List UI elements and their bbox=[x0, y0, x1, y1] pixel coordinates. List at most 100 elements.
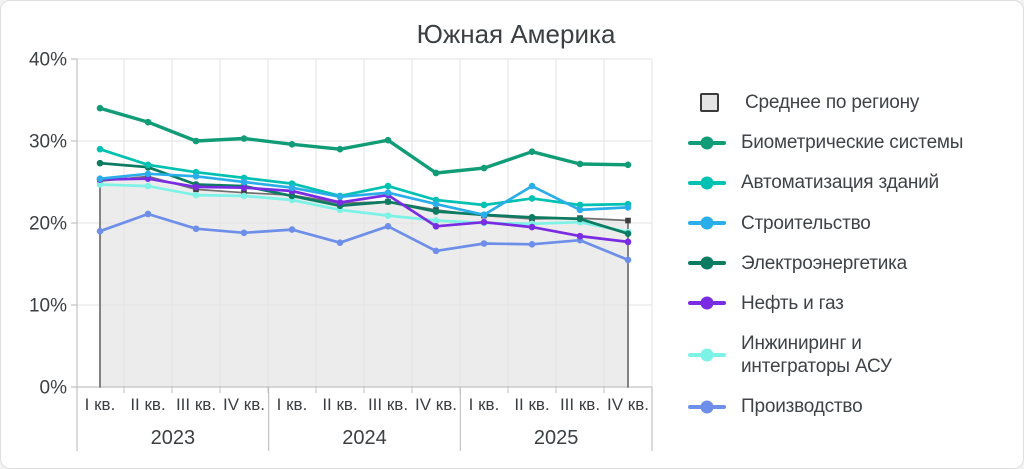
legend-swatch-dot-icon bbox=[700, 348, 714, 362]
legend-swatch-dot-icon bbox=[700, 216, 714, 230]
legend-item-biometric-systems[interactable]: Биометрические системы bbox=[688, 131, 1018, 154]
series-line-biometric-systems bbox=[98, 106, 630, 175]
year-label: 2025 bbox=[534, 427, 579, 449]
legend-swatch-dot-icon bbox=[700, 296, 714, 310]
legend-swatch-dot-icon bbox=[700, 256, 714, 270]
axis-labels: 0% 10% 20% 30% 40% I кв. II кв. III кв. IV кв. I … bbox=[29, 50, 649, 450]
legend-swatch-square-icon bbox=[700, 93, 719, 113]
y-tick-label: 40% bbox=[29, 50, 67, 71]
marker-biometric-systems bbox=[288, 140, 296, 148]
series-biometric-systems bbox=[96, 104, 632, 177]
legend-item-engineering-asu[interactable]: Инжиниринг и интеграторы АСУ bbox=[688, 332, 1018, 378]
marker-biometric-systems bbox=[576, 160, 584, 168]
marker-construction bbox=[480, 211, 488, 219]
marker-manufacturing bbox=[96, 227, 104, 235]
legend-label: Биометрические системы bbox=[741, 132, 964, 154]
marker-oil-gas bbox=[480, 218, 488, 226]
marker-manufacturing bbox=[480, 240, 488, 247]
legend-item-srednee[interactable]: Среднее по региону bbox=[688, 91, 1018, 114]
legend-swatch-line-icon bbox=[688, 136, 726, 150]
marker-oil-gas bbox=[624, 238, 632, 246]
marker-oil-gas bbox=[576, 232, 584, 240]
marker-construction bbox=[288, 184, 296, 192]
legend-swatch-line-icon bbox=[688, 400, 726, 414]
marker-building-automation bbox=[384, 182, 392, 190]
x-tick-label: III кв. bbox=[368, 395, 408, 414]
marker-building-automation bbox=[96, 145, 104, 153]
x-tick-label: IV кв. bbox=[607, 395, 649, 414]
legend-item-manufacturing[interactable]: Производство bbox=[688, 395, 1018, 418]
legend-item-construction[interactable]: Строительство bbox=[688, 212, 1018, 235]
x-tick-label: IV кв. bbox=[223, 395, 265, 414]
marker-construction bbox=[624, 204, 632, 211]
marker-construction bbox=[240, 178, 248, 186]
marker-construction bbox=[96, 175, 104, 183]
chart-legend: Среднее по региону Биометрические системы… bbox=[688, 91, 1018, 419]
marker-oil-gas bbox=[432, 222, 440, 230]
legend-label: Электроэнергетика bbox=[741, 252, 908, 274]
marker-construction bbox=[336, 193, 344, 201]
marker-biometric-systems bbox=[240, 135, 248, 142]
legend-label: Среднее по региону bbox=[745, 92, 920, 113]
marker-biometric-systems bbox=[432, 169, 440, 177]
marker-power-industry bbox=[624, 230, 632, 237]
marker-manufacturing bbox=[432, 247, 440, 255]
x-tick-label: II кв. bbox=[322, 395, 357, 414]
line-chart-svg: 0% 10% 20% 30% 40% I кв. II кв. III кв. IV кв. I … bbox=[29, 19, 653, 451]
marker-construction bbox=[528, 182, 536, 190]
year-label: 2024 bbox=[342, 427, 387, 449]
marker-biometric-systems bbox=[384, 136, 392, 144]
y-tick-label: 30% bbox=[29, 132, 67, 153]
series-line-engineering-asu bbox=[98, 183, 630, 234]
legend-item-building-automation[interactable]: Автоматизация зданий bbox=[688, 171, 1018, 194]
y-tick-label: 0% bbox=[40, 378, 68, 399]
series-construction bbox=[96, 170, 632, 219]
marker-engineering-asu bbox=[240, 192, 248, 200]
legend-swatch-dot-icon bbox=[700, 136, 714, 150]
marker-oil-gas bbox=[240, 184, 248, 192]
year-label: 2023 bbox=[151, 427, 196, 449]
x-tick-label: I кв. bbox=[277, 395, 308, 414]
legend-item-oil-gas[interactable]: Нефть и газ bbox=[688, 292, 1018, 315]
legend-swatch-line-icon bbox=[688, 256, 726, 270]
marker-oil-gas bbox=[336, 199, 344, 206]
marker-biometric-systems bbox=[528, 148, 536, 155]
marker-manufacturing bbox=[624, 256, 632, 264]
marker-biometric-systems bbox=[144, 118, 152, 126]
marker-manufacturing bbox=[144, 210, 152, 218]
series-line-oil-gas bbox=[98, 177, 630, 244]
marker-construction bbox=[192, 172, 200, 180]
marker-building-automation bbox=[480, 201, 488, 209]
legend-swatch-line-icon bbox=[688, 176, 726, 190]
marker-biometric-systems bbox=[336, 145, 344, 153]
legend-label: Инжиниринг и интеграторы АСУ bbox=[741, 333, 892, 378]
marker-oil-gas bbox=[528, 223, 536, 231]
marker-manufacturing bbox=[384, 222, 392, 230]
series-line-manufacturing bbox=[98, 212, 630, 262]
x-tick-label: II кв. bbox=[130, 395, 165, 414]
legend-label: Производство bbox=[741, 396, 863, 418]
x-tick-label: III кв. bbox=[176, 395, 216, 414]
marker-construction bbox=[384, 189, 392, 196]
marker-biometric-systems bbox=[96, 104, 104, 112]
marker-oil-gas bbox=[144, 175, 152, 183]
x-tick-label: I кв. bbox=[469, 395, 500, 414]
gridlines bbox=[77, 58, 653, 387]
marker-construction bbox=[432, 200, 440, 208]
x-tick-label: II кв. bbox=[514, 395, 549, 414]
marker-power-industry bbox=[576, 215, 584, 223]
marker-engineering-asu bbox=[96, 181, 104, 188]
legend-swatch-line-icon bbox=[688, 296, 726, 310]
legend-swatch-dot-icon bbox=[700, 176, 714, 190]
y-tick-label: 10% bbox=[29, 296, 67, 317]
x-tick-label: IV кв. bbox=[415, 395, 457, 414]
series-engineering-asu bbox=[96, 181, 632, 236]
series-line-construction bbox=[98, 172, 630, 217]
y-tick-label: 20% bbox=[29, 214, 67, 235]
marker-manufacturing bbox=[288, 226, 296, 233]
series-line-building-automation bbox=[98, 147, 630, 207]
marker-construction bbox=[144, 170, 152, 178]
legend-item-power-industry[interactable]: Электроэнергетика bbox=[688, 252, 1018, 275]
x-tick-label: I кв. bbox=[85, 395, 116, 414]
